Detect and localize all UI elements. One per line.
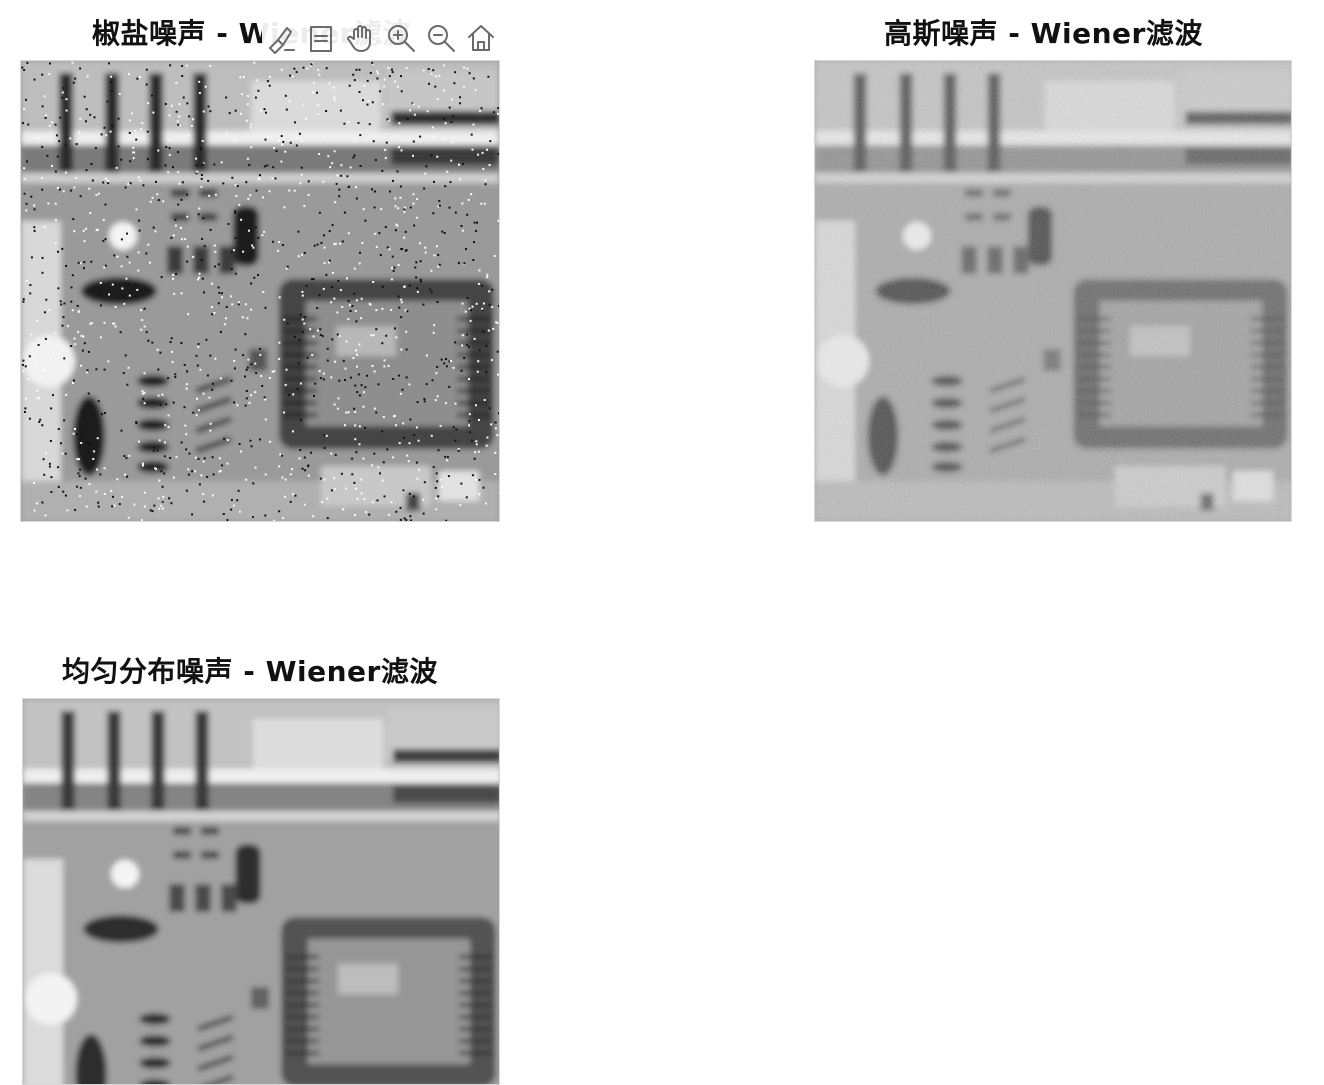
- filtered-image: [23, 699, 499, 1085]
- home-icon[interactable]: [462, 19, 500, 57]
- subplot-title: 高斯噪声 - Wiener滤波: [884, 18, 1203, 50]
- zoom-out-icon[interactable]: [422, 19, 460, 57]
- data-tips-icon[interactable]: [302, 19, 340, 57]
- zoom-in-icon[interactable]: [382, 19, 420, 57]
- filtered-image: [21, 61, 499, 521]
- brush-icon[interactable]: [262, 19, 300, 57]
- pan-hand-icon[interactable]: [342, 19, 380, 57]
- image-axes[interactable]: [814, 60, 1292, 522]
- subplot-title: 均匀分布噪声 - Wiener滤波: [62, 656, 438, 688]
- image-axes[interactable]: [22, 698, 500, 1085]
- axes-toolbar: [262, 18, 500, 58]
- filtered-image: [815, 61, 1291, 521]
- image-axes[interactable]: [20, 60, 500, 522]
